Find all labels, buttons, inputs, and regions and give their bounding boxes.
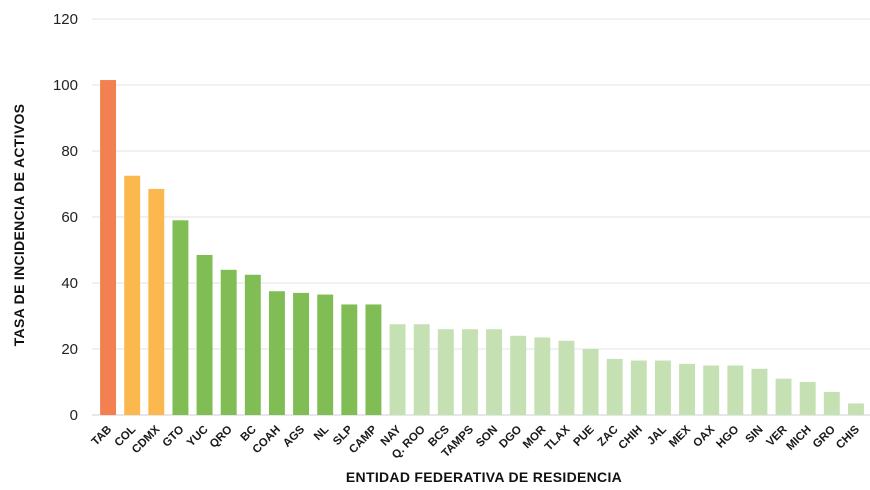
bar	[727, 365, 744, 415]
x-tick-label: DGO	[497, 424, 524, 451]
y-tick-label: 60	[61, 209, 78, 226]
x-tick-label: NL	[312, 424, 331, 443]
x-tick-label: OAX	[691, 423, 717, 449]
bar	[847, 403, 864, 415]
bar	[389, 324, 406, 415]
x-tick-label: MICH	[785, 424, 814, 453]
bar	[486, 329, 503, 415]
x-tick-label: GRO	[811, 424, 838, 451]
bar	[558, 340, 575, 415]
bar	[317, 294, 334, 415]
bar	[220, 269, 237, 415]
y-tick-label: 0	[70, 407, 78, 424]
x-tick-label: SIN	[744, 424, 766, 446]
x-axis-title: ENTIDAD FEDERATIVA DE RESIDENCIA	[346, 469, 622, 485]
bar	[799, 382, 816, 415]
bar	[775, 378, 792, 415]
x-tick-label: SON	[474, 424, 500, 450]
bar	[124, 175, 141, 415]
x-tick-label: MEX	[667, 423, 693, 449]
x-tick-label: TLAX	[543, 423, 573, 453]
bar	[244, 274, 261, 415]
y-axis-title: TASA DE INCIDENCIA DE ACTIVOS	[11, 104, 27, 347]
bar	[703, 365, 720, 415]
x-tick-label: COAH	[251, 424, 283, 456]
bar	[461, 329, 478, 415]
x-tick-label: JAL	[645, 424, 669, 448]
bar	[534, 337, 551, 415]
y-tick-label: 80	[61, 143, 78, 160]
x-tick-label: YUC	[185, 424, 211, 450]
y-axis-ticks: 0 20 40 60 80 100 120	[53, 11, 78, 424]
x-tick-label: QRO	[208, 424, 235, 451]
x-tick-label: PUE	[571, 423, 596, 448]
y-tick-label: 120	[53, 11, 78, 28]
x-tick-label: BC	[239, 424, 259, 444]
bar	[630, 360, 647, 415]
bar	[606, 358, 623, 415]
bar	[365, 304, 382, 415]
bar	[293, 292, 310, 415]
bars	[100, 80, 864, 416]
bar	[751, 368, 768, 415]
y-tick-label: 100	[53, 77, 78, 94]
x-tick-label: TAB	[90, 424, 115, 449]
bar	[196, 254, 213, 415]
y-tick-label: 20	[61, 341, 78, 358]
bar	[100, 80, 117, 416]
bar	[148, 188, 165, 415]
bar	[268, 291, 285, 415]
x-tick-label: CAMP	[347, 423, 380, 456]
bar	[654, 360, 671, 415]
x-tick-label: AGS	[281, 423, 307, 449]
bar	[437, 329, 454, 415]
bar	[679, 363, 696, 415]
bar	[341, 304, 358, 415]
x-tick-label: CHIS	[834, 423, 862, 451]
x-tick-label: CHIH	[617, 424, 645, 452]
x-tick-label: GTO	[161, 424, 187, 450]
x-tick-label: CDMX	[130, 423, 163, 456]
bar	[510, 335, 527, 415]
bar	[582, 349, 599, 415]
y-tick-label: 40	[61, 275, 78, 292]
bar	[413, 324, 430, 415]
bar	[823, 391, 840, 415]
bar	[172, 220, 189, 415]
x-tick-label: HGO	[714, 424, 741, 451]
